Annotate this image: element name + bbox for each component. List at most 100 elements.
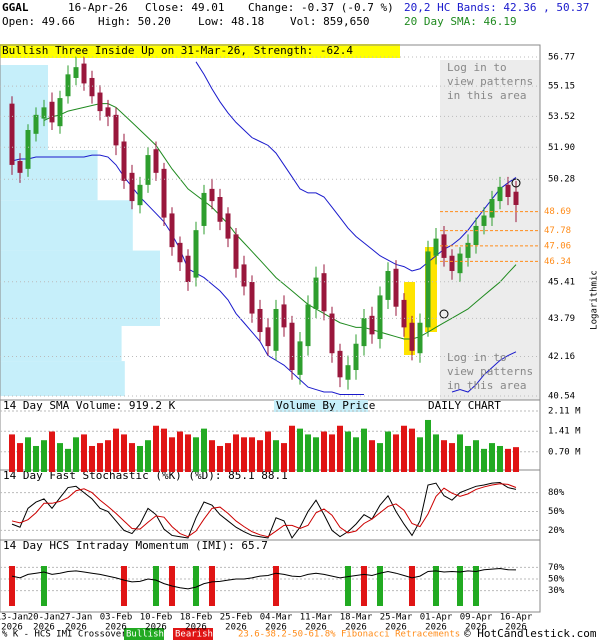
- candle-body: [73, 67, 79, 78]
- volume-bar: [65, 448, 71, 472]
- candle-body: [297, 341, 303, 375]
- candle-body: [9, 103, 15, 165]
- volume-bar: [481, 448, 487, 472]
- daily-chart: DAILY CHART: [428, 399, 501, 412]
- candle-body: [177, 242, 183, 263]
- candle-body: [209, 188, 215, 202]
- volume-bar: [233, 434, 239, 472]
- x-tick-year: 2026: [65, 623, 87, 633]
- volume-bar: [33, 445, 39, 472]
- y-tick-label: 50%: [548, 507, 565, 517]
- candle-body: [17, 160, 23, 173]
- candle-body: [145, 155, 151, 185]
- volume-bar: [369, 440, 375, 472]
- candle-body: [417, 322, 423, 354]
- pattern-highlight: [404, 282, 415, 355]
- volume-bar: [241, 437, 247, 472]
- candle-body: [505, 184, 511, 197]
- locked-note: view patterns: [447, 365, 533, 378]
- candle-body: [65, 74, 71, 97]
- candle-body: [481, 215, 487, 226]
- x-tick-label: 04-Mar: [260, 613, 293, 623]
- y-tick-label: 51.90: [548, 143, 575, 153]
- volume-bar: [193, 437, 199, 472]
- candle-body: [385, 270, 391, 300]
- y-tick-label: 2.11 M: [548, 407, 581, 417]
- x-tick-year: 2026: [265, 623, 287, 633]
- volume-bar: [81, 434, 87, 472]
- series-line: [11, 568, 517, 590]
- x-tick-label: 25-Mar: [380, 613, 413, 623]
- date: 16-Apr-26: [68, 1, 128, 14]
- y-tick-label: 30%: [548, 586, 565, 596]
- candle-body: [129, 172, 135, 202]
- bearish-signal: [361, 566, 367, 606]
- y-tick-label: 45.41: [548, 277, 575, 287]
- x-tick-label: 13-Jan: [0, 613, 28, 623]
- fibonacci-label: 48.69: [544, 207, 571, 217]
- x-tick-year: 2026: [465, 623, 487, 633]
- candle-body: [473, 225, 479, 246]
- volume-bar: [505, 448, 511, 472]
- locked-note: Log in to: [447, 351, 507, 364]
- bullish-signal: [345, 566, 351, 606]
- candle-body: [337, 350, 343, 378]
- volume-bar: [9, 434, 15, 472]
- volume-bar: [49, 431, 55, 472]
- volume-bar: [305, 434, 311, 472]
- pattern-banner: [0, 44, 400, 58]
- candle-body: [289, 322, 295, 371]
- x-tick-label: 11-Mar: [300, 613, 333, 623]
- candle-body: [425, 251, 431, 328]
- x-tick-year: 2026: [33, 623, 55, 633]
- bullish-signal: [153, 566, 159, 606]
- volume-bar: [105, 440, 111, 472]
- volume-bar: [385, 431, 391, 472]
- series-line: [11, 483, 517, 538]
- candle-body: [89, 77, 95, 97]
- volume-bar: [153, 425, 159, 472]
- fibonacci-label: 46.34: [544, 257, 571, 267]
- candle-body: [329, 313, 335, 354]
- volume-bar: [201, 428, 207, 472]
- candle-body: [233, 234, 239, 269]
- x-tick-label: 03-Feb: [100, 613, 133, 623]
- close: Close: 49.01: [145, 1, 224, 14]
- candle-body: [201, 192, 207, 226]
- y-tick-label: 1.41 M: [548, 427, 581, 437]
- x-tick-label: 10-Feb: [140, 613, 173, 623]
- volume-bar: [161, 428, 167, 472]
- candle-body: [345, 365, 351, 380]
- volume-bar: [441, 440, 447, 472]
- x-tick-year: 2026: [145, 623, 167, 633]
- volume-by-price-bar: [0, 250, 160, 326]
- locked-note: in this area: [447, 89, 526, 102]
- volume-by-price-bar: [0, 200, 133, 251]
- x-tick-label: 18-Mar: [340, 613, 373, 623]
- candle-body: [241, 264, 247, 287]
- volume-by-price-label: Volume By Price: [276, 399, 375, 412]
- candle-body: [25, 129, 31, 169]
- candle-body: [265, 327, 271, 347]
- y-tick-label: 70%: [548, 563, 565, 573]
- locked-note: view patterns: [447, 75, 533, 88]
- volume-bar: [489, 443, 495, 472]
- volume-bar: [25, 437, 31, 472]
- volume-by-price-bar: [0, 150, 98, 201]
- bearish-signal: [121, 566, 127, 606]
- bullish-signal: [41, 566, 47, 606]
- locked-note: in this area: [447, 379, 526, 392]
- volume-bar: [497, 445, 503, 472]
- x-tick-label: 16-Apr: [500, 613, 533, 623]
- candle-body: [153, 149, 159, 173]
- volume-bar: [89, 445, 95, 472]
- candle-body: [433, 238, 439, 256]
- candle-body: [489, 199, 495, 218]
- x-tick-year: 2026: [425, 623, 447, 633]
- credit: © HotCandlestick.com: [464, 627, 597, 640]
- series-line: [11, 482, 517, 539]
- volume-bar: [217, 445, 223, 472]
- low: Low: 48.18: [198, 15, 264, 28]
- x-tick-year: 2026: [345, 623, 367, 633]
